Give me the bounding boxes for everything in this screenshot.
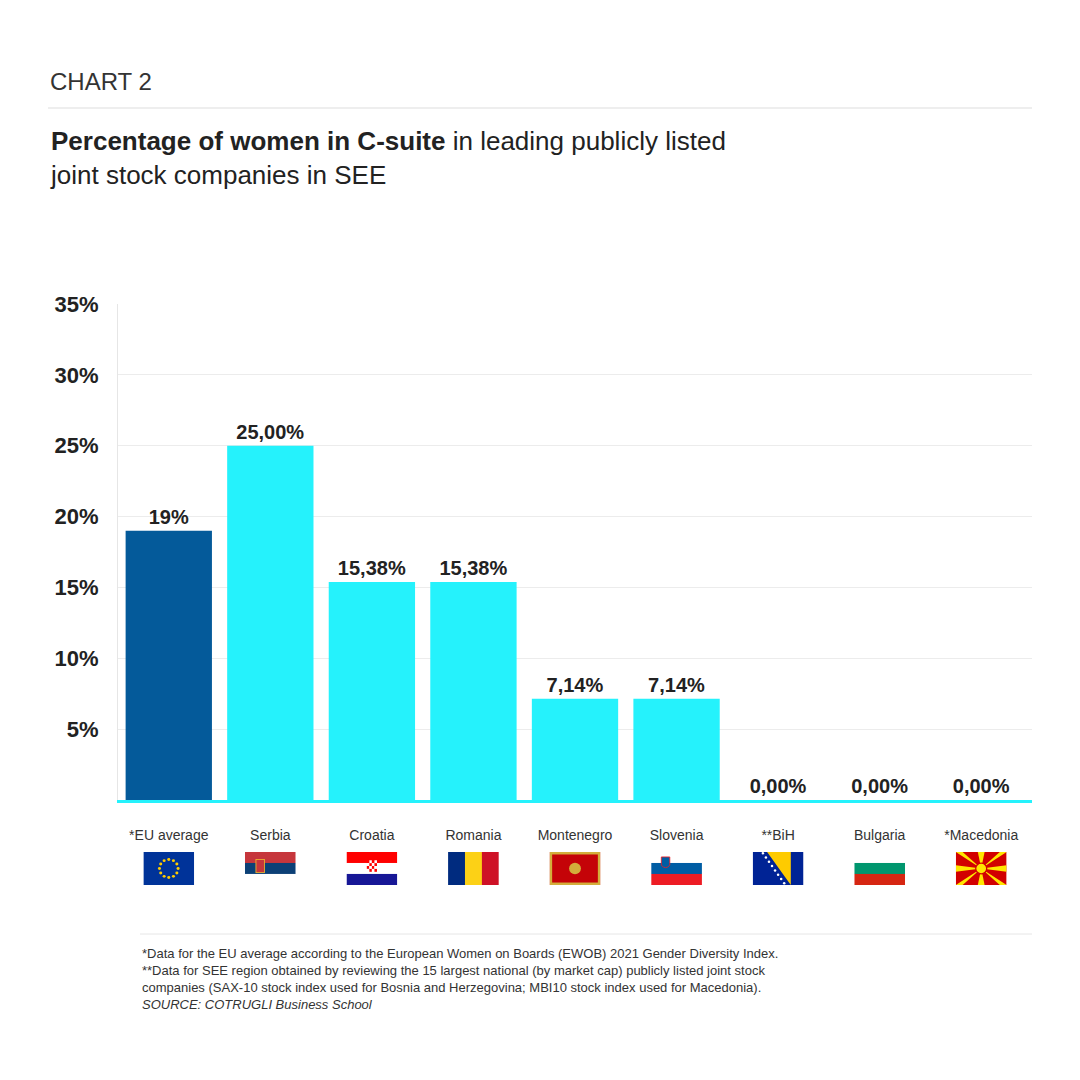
svg-text:*EU average: *EU average: [129, 827, 209, 843]
svg-text:Percentage of women in C-suite: Percentage of women in C-suite in leadin…: [50, 126, 726, 190]
svg-text:*Macedonia: *Macedonia: [944, 827, 1018, 843]
svg-text:15,38%: 15,38%: [338, 557, 406, 579]
svg-text:19%: 19%: [149, 506, 189, 528]
svg-text:Montenegro: Montenegro: [538, 827, 613, 843]
svg-text:10%: 10%: [55, 646, 99, 671]
svg-text:0,00%: 0,00%: [750, 775, 807, 797]
svg-text:0,00%: 0,00%: [851, 775, 908, 797]
svg-text:20%: 20%: [55, 504, 99, 529]
svg-text:35%: 35%: [55, 292, 99, 317]
svg-text:Bulgaria: Bulgaria: [854, 827, 906, 843]
svg-text:0,00%: 0,00%: [953, 775, 1010, 797]
svg-text:7,14%: 7,14%: [547, 674, 604, 696]
svg-text:**BiH: **BiH: [761, 827, 794, 843]
svg-text:30%: 30%: [55, 363, 99, 388]
svg-text:*Data for the EU average accor: *Data for the EU average according to th…: [142, 946, 778, 1012]
svg-text:Romania: Romania: [445, 827, 501, 843]
svg-text:25,00%: 25,00%: [236, 421, 304, 443]
svg-text:Croatia: Croatia: [349, 827, 394, 843]
svg-text:Slovenia: Slovenia: [650, 827, 704, 843]
svg-text:CHART 2: CHART 2: [50, 68, 152, 95]
svg-text:Serbia: Serbia: [250, 827, 291, 843]
svg-text:15,38%: 15,38%: [439, 557, 507, 579]
svg-text:25%: 25%: [55, 433, 99, 458]
svg-text:5%: 5%: [67, 717, 99, 742]
svg-text:15%: 15%: [55, 575, 99, 600]
svg-text:7,14%: 7,14%: [648, 674, 705, 696]
